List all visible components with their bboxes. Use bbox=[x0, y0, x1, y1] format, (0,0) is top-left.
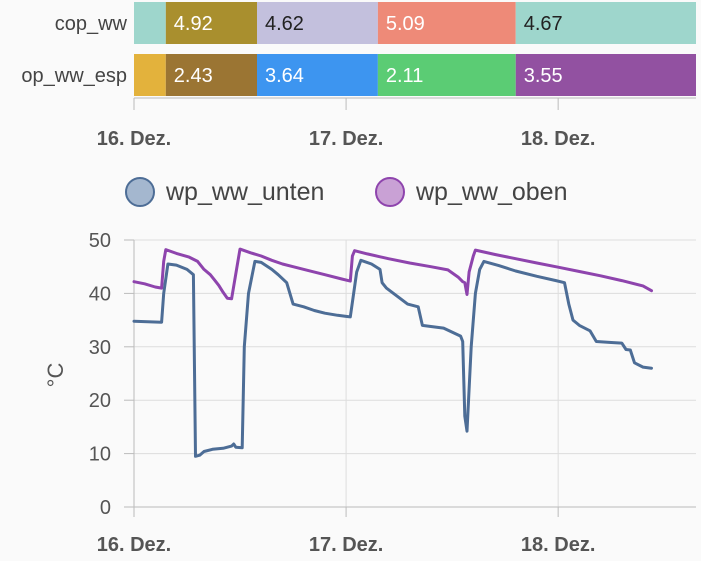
y-tick-label: 50 bbox=[89, 230, 111, 252]
legend-label-wp_ww_oben: wp_ww_oben bbox=[415, 178, 568, 206]
timeline-x-tick-label: 17. Dez. bbox=[309, 128, 383, 150]
timeline-segment bbox=[165, 2, 258, 44]
timeline-x-tick-label: 18. Dez. bbox=[521, 128, 595, 150]
timeline-x-tick-label: 16. Dez. bbox=[97, 128, 171, 150]
x-tick-label: 16. Dez. bbox=[97, 534, 171, 556]
y-tick-label: 20 bbox=[89, 390, 111, 412]
timeline-segment bbox=[257, 54, 378, 96]
timeline-segment bbox=[377, 54, 516, 96]
line-chart: wp_ww_unten wp_ww_oben 0 10 20 30 40 50 16. Dez.… bbox=[43, 177, 696, 556]
segment-value-label: 3.64 bbox=[265, 65, 304, 87]
timeline-segment bbox=[377, 2, 516, 44]
segment-value-label: 4.62 bbox=[265, 13, 304, 35]
row-label-cop_ww_esp: op_ww_esp bbox=[21, 65, 127, 87]
x-tick-label: 18. Dez. bbox=[521, 534, 595, 556]
y-tick-label: 30 bbox=[89, 337, 111, 359]
timeline-segment bbox=[257, 2, 378, 44]
segment-value-label: 2.43 bbox=[174, 65, 213, 87]
timeline-segment bbox=[134, 2, 166, 44]
row-label-cop_ww: cop_ww bbox=[55, 13, 128, 35]
y-tick-label: 0 bbox=[100, 497, 111, 519]
segment-value-label: 2.11 bbox=[386, 65, 423, 87]
legend-marker-wp_ww_unten bbox=[125, 177, 155, 207]
segment-value-label: 4.67 bbox=[524, 13, 563, 35]
series-line-wp_ww_unten bbox=[132, 258, 653, 458]
timeline-segment bbox=[134, 54, 166, 96]
timeline-chart: cop_ww 4.92 4.62 5.09 4.67 op_ww_esp 2.43 3.64 2… bbox=[21, 2, 696, 150]
segment-value-label: 5.09 bbox=[386, 13, 425, 35]
segment-value-label: 3.55 bbox=[524, 65, 563, 87]
y-axis-title: °C bbox=[43, 363, 68, 388]
y-tick-label: 40 bbox=[89, 283, 111, 305]
y-tick-label: 10 bbox=[89, 444, 111, 466]
x-tick-label: 17. Dez. bbox=[309, 534, 383, 556]
timeline-segment bbox=[515, 54, 696, 96]
legend-marker-wp_ww_oben bbox=[375, 177, 405, 207]
segment-value-label: 4.92 bbox=[174, 13, 213, 35]
timeline-segment bbox=[165, 54, 258, 96]
series-line-wp_ww_oben bbox=[132, 247, 653, 301]
legend-label-wp_ww_unten: wp_ww_unten bbox=[165, 178, 324, 206]
timeline-segment bbox=[515, 2, 696, 44]
